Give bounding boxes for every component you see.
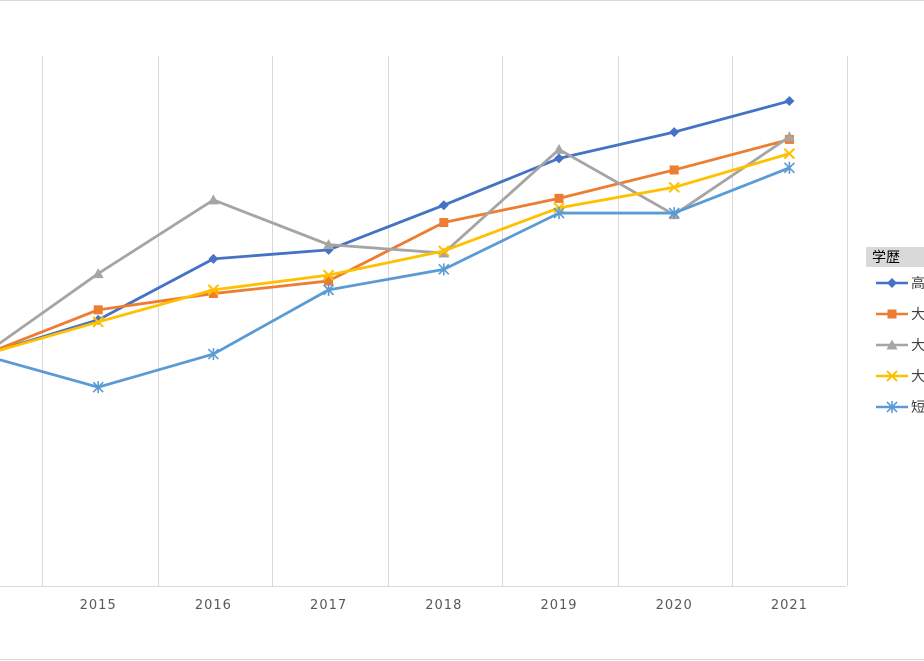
data-point bbox=[668, 207, 680, 220]
series-line bbox=[0, 166, 790, 389]
data-point bbox=[887, 309, 897, 319]
legend-entry[interactable]: 大 bbox=[876, 338, 924, 354]
data-point bbox=[554, 153, 564, 164]
data-point bbox=[668, 181, 680, 194]
legend-label: 短 bbox=[911, 400, 924, 416]
data-point bbox=[438, 245, 450, 257]
data-point bbox=[324, 276, 334, 286]
data-point bbox=[886, 401, 898, 413]
data-point bbox=[784, 96, 795, 107]
x-axis-ticks: 42015201620172018201920202021 bbox=[80, 598, 808, 613]
data-point bbox=[323, 283, 335, 296]
x-tick-label: 2019 bbox=[540, 598, 577, 613]
data-point bbox=[322, 269, 335, 281]
legend-entry[interactable]: 大 bbox=[876, 307, 924, 323]
legend-label: 大 bbox=[911, 369, 924, 385]
data-point bbox=[553, 207, 565, 220]
data-point bbox=[553, 143, 565, 154]
data-point bbox=[887, 278, 897, 288]
series-line bbox=[0, 135, 791, 345]
legend-title-background bbox=[866, 247, 924, 267]
data-point bbox=[93, 305, 103, 315]
series-0 bbox=[0, 96, 795, 352]
data-point bbox=[92, 268, 104, 279]
data-point bbox=[554, 193, 564, 203]
data-point bbox=[439, 218, 449, 228]
legend-entry[interactable]: 短 bbox=[876, 400, 924, 416]
legend-label: 大 bbox=[911, 307, 924, 323]
data-point bbox=[207, 284, 220, 296]
legend-title: 学歴 bbox=[872, 250, 900, 266]
x-tick-label: 2021 bbox=[771, 598, 808, 613]
x-tick-label: 2017 bbox=[310, 598, 347, 613]
data-point bbox=[438, 263, 450, 276]
series-lines bbox=[0, 96, 796, 394]
data-point bbox=[208, 289, 218, 299]
data-point bbox=[207, 348, 219, 361]
data-point bbox=[438, 200, 449, 211]
series-line bbox=[0, 152, 790, 352]
series-line bbox=[0, 138, 790, 350]
series-4 bbox=[0, 161, 795, 394]
data-point bbox=[886, 370, 898, 382]
data-point bbox=[207, 194, 219, 205]
data-point bbox=[92, 316, 104, 328]
data-point bbox=[323, 239, 335, 250]
data-point bbox=[783, 161, 795, 174]
data-point bbox=[783, 147, 796, 160]
legend-entry[interactable]: 大 bbox=[876, 369, 924, 385]
data-point bbox=[92, 381, 104, 394]
series-line bbox=[0, 99, 790, 352]
series-1 bbox=[0, 134, 794, 350]
legend-label: 高 bbox=[911, 275, 924, 292]
data-point bbox=[208, 253, 219, 264]
legend-label: 大 bbox=[911, 338, 924, 354]
x-tick-label: 2018 bbox=[425, 598, 462, 613]
data-point bbox=[783, 131, 795, 142]
data-point bbox=[669, 127, 680, 138]
data-point bbox=[669, 165, 679, 175]
series-3 bbox=[0, 147, 796, 352]
legend-entry[interactable]: 高 bbox=[876, 275, 924, 292]
x-tick-label: 2016 bbox=[195, 598, 232, 613]
x-tick-label: 2015 bbox=[80, 598, 117, 613]
gridlines bbox=[42, 56, 848, 586]
x-tick-label: 2020 bbox=[656, 598, 693, 613]
data-point bbox=[886, 339, 898, 350]
